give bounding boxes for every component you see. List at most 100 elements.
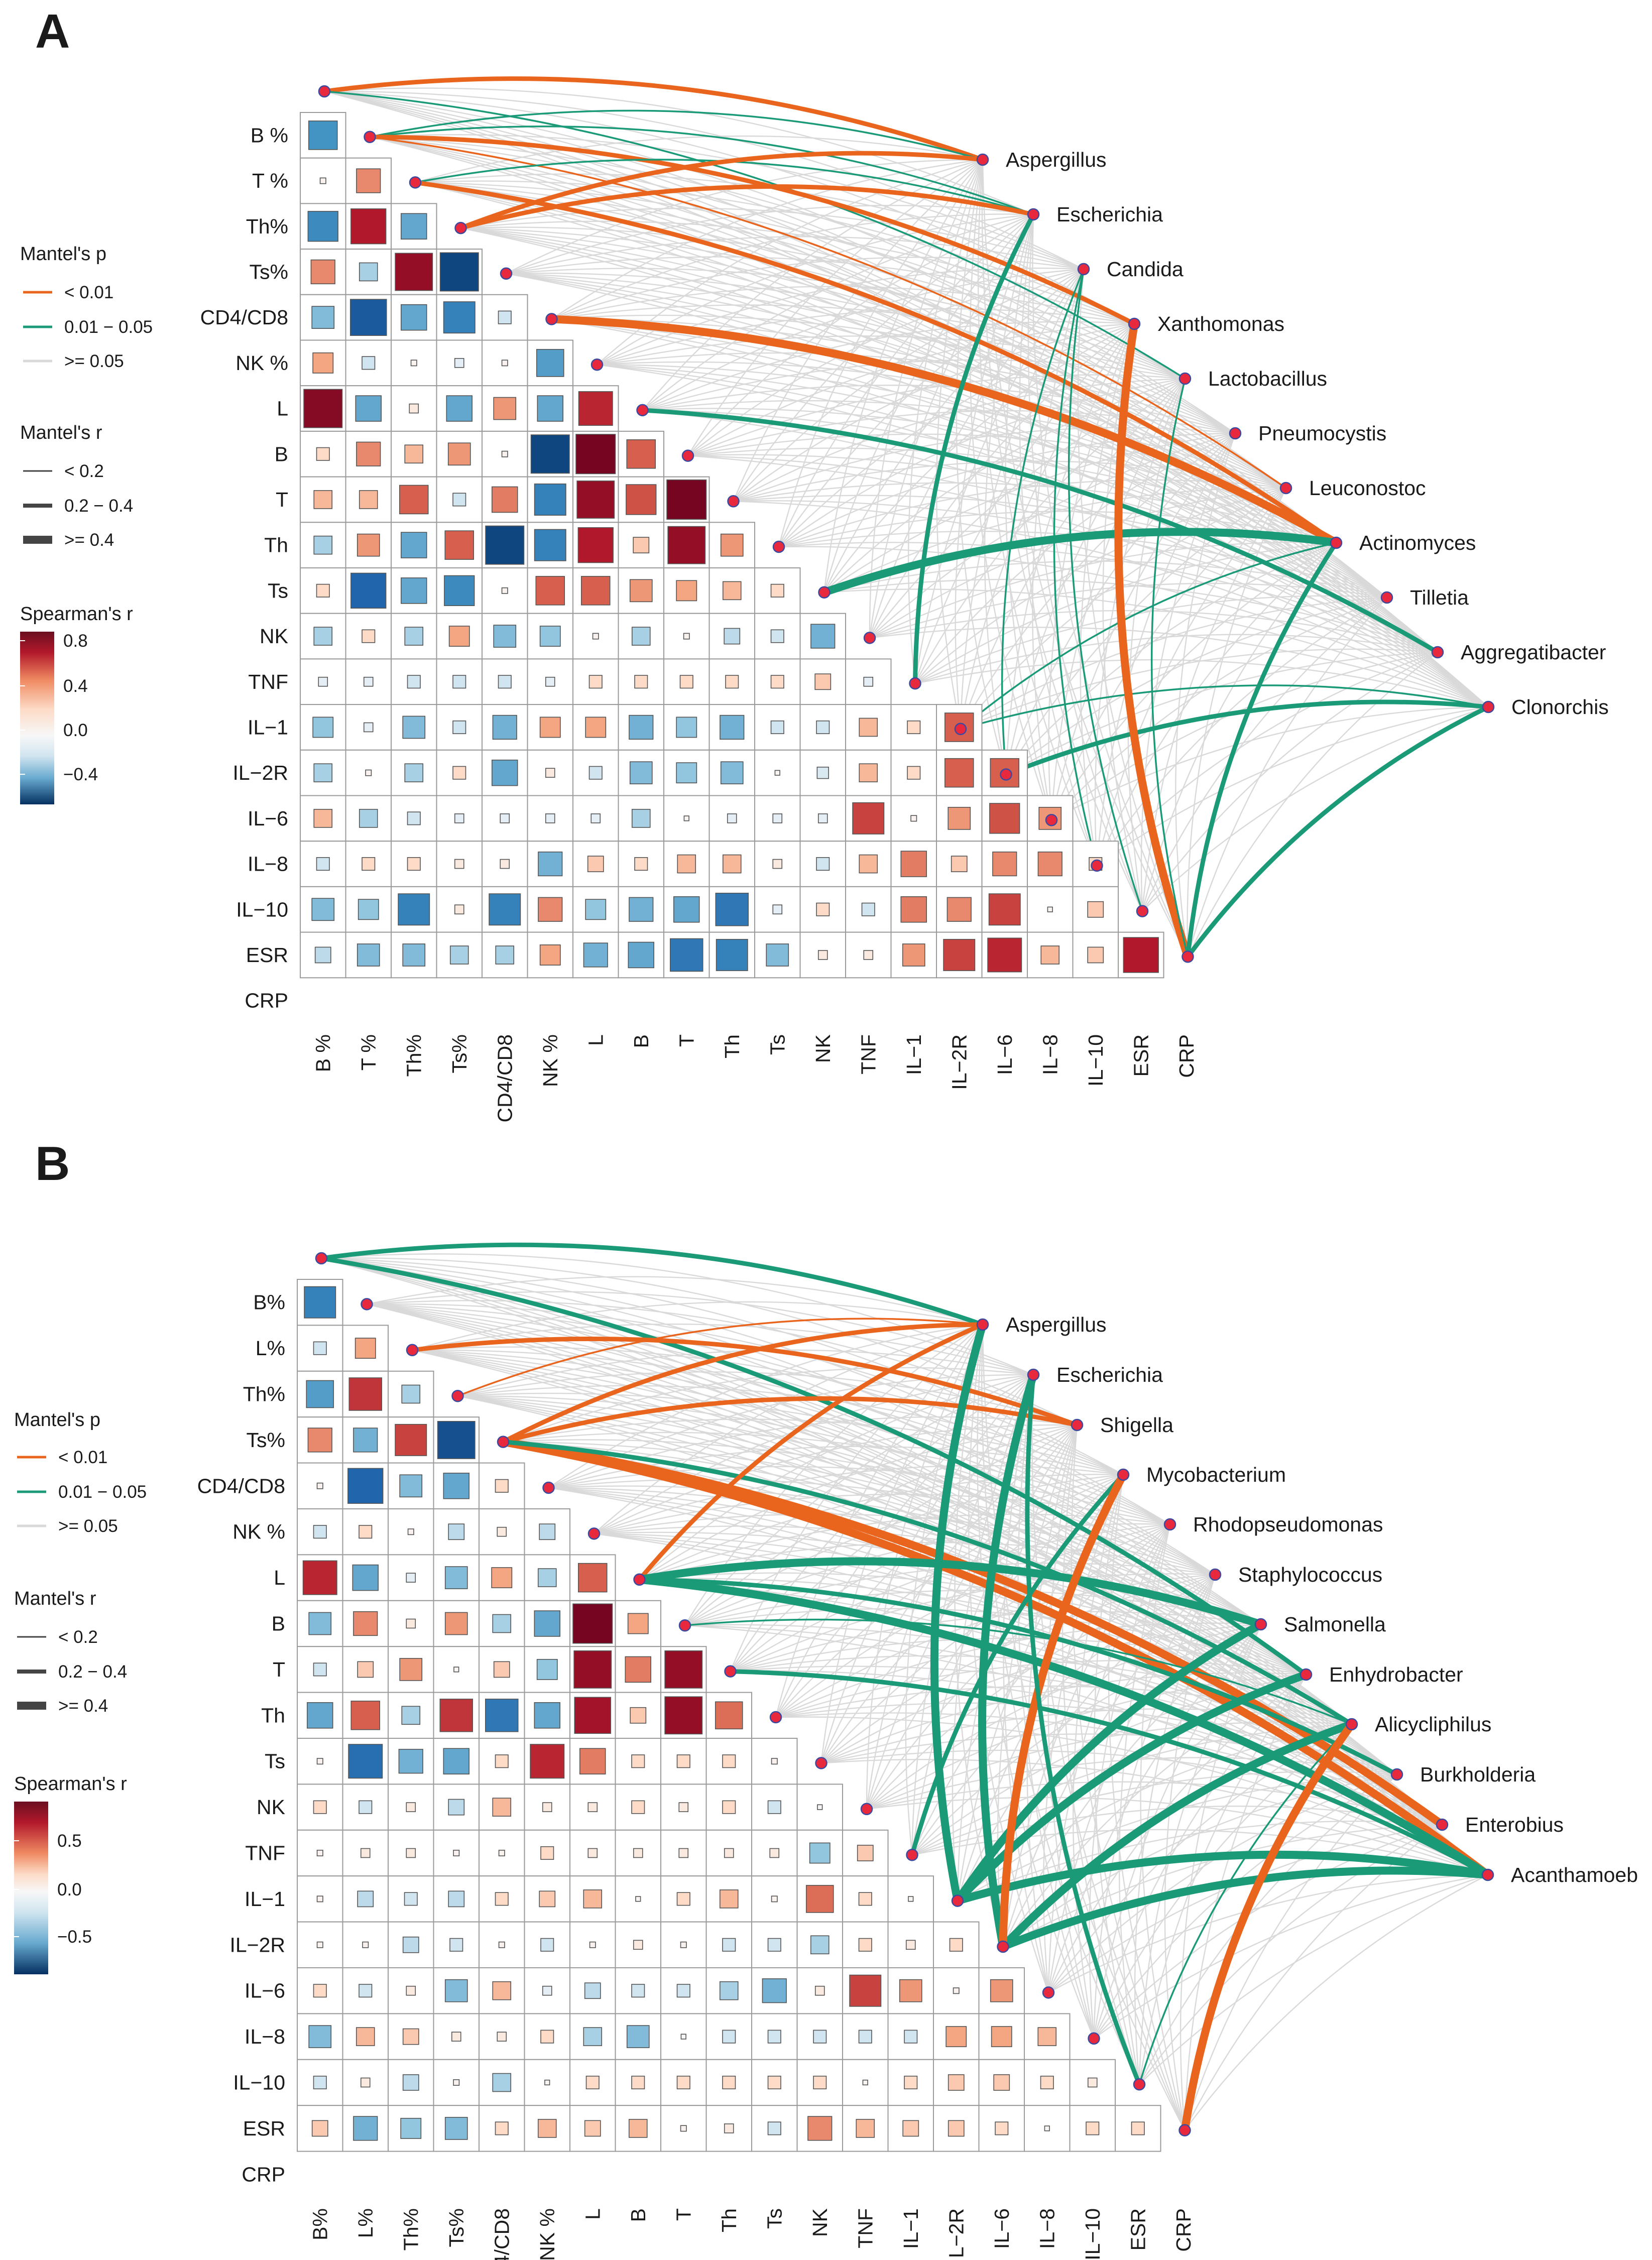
row-label: IL−6	[248, 807, 288, 830]
mantel-edge	[957, 1424, 1078, 1901]
variable-node	[1091, 859, 1103, 872]
colorbar-ticks-a: 0.8 0.4 0.0 −0.4	[20, 631, 98, 784]
heatmap-square	[678, 1848, 689, 1858]
variable-node	[818, 586, 831, 599]
mantel-edge	[506, 273, 1286, 489]
variable-node	[361, 1298, 373, 1311]
legend-p-label: 0.01 − 0.05	[58, 1482, 147, 1502]
heatmap-square	[635, 1896, 641, 1902]
mantel-edge	[1093, 1874, 1488, 2039]
mantel-edge	[321, 1257, 1124, 1476]
mantel-edge	[412, 1301, 983, 1351]
taxon-label: Candida	[1107, 258, 1184, 281]
variable-node	[1088, 2032, 1100, 2045]
legend-r-label: 0.2 − 0.4	[64, 496, 133, 516]
column-label: ESR	[1126, 2208, 1149, 2250]
heatmap-square	[628, 2119, 648, 2138]
variable-node	[772, 540, 785, 553]
row-label: NK	[260, 625, 288, 648]
row-label: IL−1	[248, 716, 288, 739]
heatmap-square	[580, 576, 611, 606]
heatmap-square	[500, 813, 510, 823]
heatmap-square	[587, 1848, 598, 1858]
heatmap-square	[814, 1985, 825, 1996]
taxon-label: Pneumocystis	[1258, 422, 1386, 445]
mantel-edge	[370, 136, 1337, 543]
heatmap-square	[664, 1696, 703, 1735]
mantel-edge-significant	[1138, 1723, 1353, 2085]
mantel-edge	[548, 1487, 1443, 1825]
heatmap-square	[1040, 945, 1060, 965]
heatmap-square	[491, 1567, 513, 1589]
legend-p-label: >= 0.05	[58, 1516, 118, 1536]
mantel-edge	[1005, 597, 1387, 775]
row-label: IL−2R	[229, 1933, 285, 1956]
mantel-edge	[548, 1324, 983, 1488]
taxon-node	[1254, 1618, 1267, 1631]
mantel-edge	[594, 1533, 1488, 1875]
row-label: T %	[252, 169, 288, 192]
heatmap-square	[722, 2030, 736, 2044]
colorbar-tick-label: 0.0	[57, 1880, 82, 1899]
heatmap-square	[398, 893, 430, 926]
heatmap-square	[313, 535, 333, 555]
mantel-edge	[1048, 323, 1135, 820]
mantel-edge	[955, 214, 1034, 729]
heatmap-square	[311, 898, 335, 921]
heatmap-square	[404, 444, 424, 464]
mantel-edge	[957, 1820, 1443, 1901]
heatmap-square	[492, 2073, 512, 2092]
colorbar-b	[14, 1802, 48, 1974]
heatmap-square	[353, 1428, 378, 1453]
mantel-edge	[503, 1441, 1307, 1676]
mantel-edge	[1184, 1674, 1307, 2130]
heatmap-square	[498, 1850, 505, 1856]
heatmap-square	[311, 306, 335, 329]
heatmap-square	[1044, 2125, 1050, 2131]
heatmap-square	[817, 950, 828, 960]
mantel-edge	[1031, 1374, 1186, 2131]
heatmap-square	[452, 493, 466, 507]
heatmap-square	[628, 941, 655, 969]
heatmap-square	[816, 857, 830, 871]
heatmap-square	[349, 299, 387, 336]
heatmap-square	[348, 1744, 383, 1779]
mantel-edges-b	[319, 1242, 1492, 2134]
taxon-node	[1178, 372, 1192, 385]
variable-node	[906, 1848, 918, 1861]
heatmap-square	[724, 1848, 734, 1858]
heatmap-square	[439, 252, 479, 292]
heatmap-square	[900, 896, 927, 923]
heatmap-square	[400, 213, 427, 240]
mantel-edge	[687, 159, 983, 456]
row-label: Ts%	[250, 260, 288, 283]
heatmap-square	[772, 813, 783, 823]
mantel-edge	[778, 511, 1337, 548]
column-label: IL−8	[1035, 2208, 1058, 2249]
mantel-edge	[1005, 214, 1052, 820]
heatmap-square	[720, 761, 744, 784]
heatmap-square	[990, 1979, 1013, 2002]
mantel-edge	[911, 1623, 1261, 1856]
mantel-edge	[684, 1324, 983, 1626]
heatmap-cell	[433, 2105, 480, 2152]
mantel-edge	[911, 1574, 1216, 1855]
heatmap-square	[402, 943, 426, 967]
heatmap-square	[492, 1981, 512, 2000]
column-label: CRP	[1175, 1034, 1198, 1078]
taxon-node	[1330, 536, 1343, 549]
heatmap-square	[357, 533, 380, 557]
mantel-edge	[321, 1253, 1034, 1376]
variable-node	[591, 358, 604, 371]
heatmap-square	[626, 439, 656, 469]
mantel-edge	[869, 159, 984, 638]
heatmap-square	[316, 583, 330, 598]
heatmap-square	[360, 1848, 371, 1858]
heatmap-square	[395, 253, 433, 291]
mantel-edge	[324, 90, 1236, 434]
mantel-edge	[687, 213, 1034, 456]
heatmap-square	[534, 1610, 561, 1637]
heatmap-square	[316, 1850, 323, 1856]
